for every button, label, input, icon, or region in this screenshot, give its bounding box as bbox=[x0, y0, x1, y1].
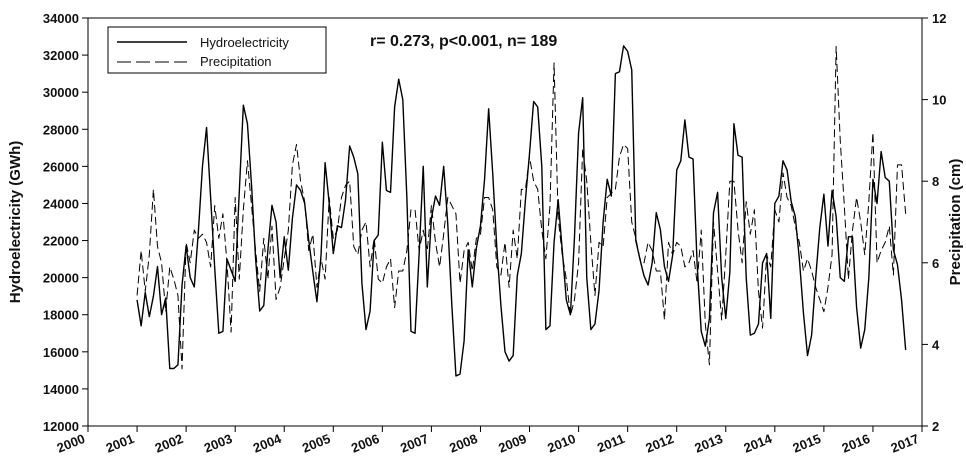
x-tick-label: 2015 bbox=[791, 431, 823, 456]
x-tick-label: 2007 bbox=[398, 431, 430, 456]
y-right-tick-label: 8 bbox=[932, 174, 939, 189]
x-tick-label: 2014 bbox=[742, 431, 775, 456]
x-tick-label: 2003 bbox=[202, 431, 234, 456]
x-tick-label: 2001 bbox=[104, 431, 136, 456]
x-tick-label: 2011 bbox=[595, 431, 627, 455]
y-axis-left-title: Hydroelectricity (GWh) bbox=[7, 141, 24, 304]
legend-label-hydroelectricity: Hydroelectricity bbox=[200, 35, 289, 50]
y-left-tick-label: 34000 bbox=[43, 11, 79, 26]
y-left-tick-label: 22000 bbox=[43, 234, 79, 249]
legend-label-precipitation: Precipitation bbox=[200, 54, 272, 69]
y-left-tick-label: 12000 bbox=[43, 419, 79, 434]
correlation-annotation: r= 0.273, p<0.001, n= 189 bbox=[370, 33, 557, 50]
x-tick-label: 2017 bbox=[889, 431, 921, 456]
plot-frame bbox=[88, 18, 922, 426]
legend: Hydroelectricity Precipitation bbox=[108, 27, 326, 73]
x-tick-label: 2013 bbox=[692, 431, 724, 456]
x-tick-label: 2008 bbox=[447, 431, 479, 456]
y-left-tick-label: 32000 bbox=[43, 48, 79, 63]
y-left-tick-label: 16000 bbox=[43, 345, 79, 360]
y-left-tick-label: 26000 bbox=[43, 159, 79, 174]
x-tick-label: 2005 bbox=[300, 431, 332, 456]
y-left-tick-label: 20000 bbox=[43, 271, 79, 286]
x-tick-label: 2016 bbox=[840, 431, 872, 456]
y-right-tick-label: 10 bbox=[932, 93, 946, 108]
y-left-tick-label: 30000 bbox=[43, 85, 79, 100]
y-axis-right-title: Precipitation (cm) bbox=[947, 159, 964, 286]
y-left-tick-label: 18000 bbox=[43, 308, 79, 323]
y-left-tick-label: 24000 bbox=[43, 196, 79, 211]
x-tick-label: 2006 bbox=[349, 431, 381, 456]
x-tick-label: 2002 bbox=[153, 431, 185, 456]
x-tick-label: 2012 bbox=[643, 431, 675, 456]
y-right-tick-label: 2 bbox=[932, 419, 939, 434]
y-right-tick-label: 6 bbox=[932, 256, 939, 271]
y-right-tick-label: 4 bbox=[932, 337, 940, 352]
x-tick-label: 2000 bbox=[55, 431, 87, 456]
y-left-tick-label: 14000 bbox=[43, 382, 79, 397]
x-tick-label: 2010 bbox=[545, 431, 577, 456]
series-layer bbox=[137, 46, 906, 376]
y-right-tick-label: 12 bbox=[932, 11, 946, 26]
x-tick-label: 2004 bbox=[251, 431, 284, 456]
y-left-tick-label: 28000 bbox=[43, 122, 79, 137]
x-tick-label: 2009 bbox=[496, 431, 528, 456]
